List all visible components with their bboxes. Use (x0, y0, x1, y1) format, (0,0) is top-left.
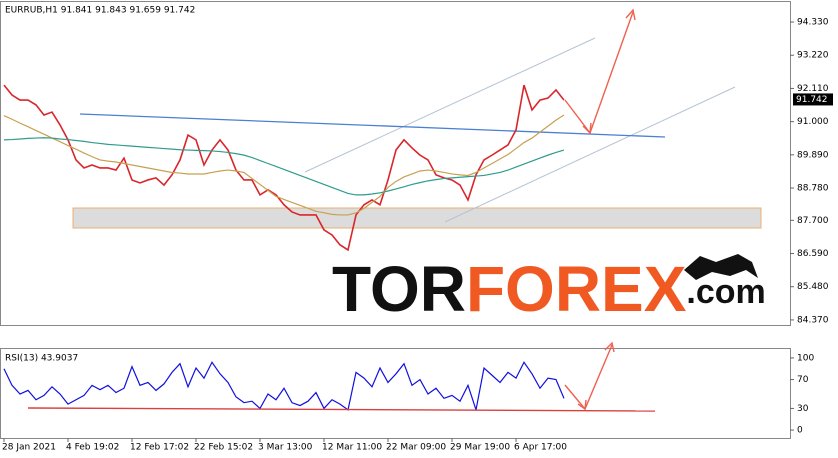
y-tick-label: 30 (797, 404, 809, 414)
x-tick-label: 6 Apr 17:00 (514, 443, 567, 453)
y-tick-label: 86.590 (797, 249, 829, 259)
y-tick-label: 87.700 (797, 216, 829, 226)
series-line (3, 137, 565, 196)
x-tick-label: 22 Mar 09:00 (386, 443, 446, 453)
watermark-tor: TOR (332, 253, 466, 325)
last-price-box (793, 93, 833, 106)
series-line (3, 114, 565, 216)
support-zone (72, 207, 762, 229)
y-tick-label: 93.220 (797, 51, 829, 61)
y-tick-label: 92.110 (797, 84, 829, 94)
watermark: TORFOREX.com (332, 253, 766, 325)
y-tick-label: 91.000 (797, 117, 829, 127)
watermark-forex: FOREX (466, 253, 687, 325)
y-tick-label: 84.370 (797, 315, 829, 325)
main-panel (0, 1, 791, 326)
y-tick-label: 70 (797, 375, 809, 385)
channel-line (444, 86, 736, 223)
y-tick-label: 88.780 (797, 184, 829, 194)
rsi-panel (0, 348, 791, 439)
x-tick-label: 4 Feb 19:02 (66, 443, 119, 453)
x-tick-label: 22 Feb 15:02 (194, 443, 253, 453)
watermark-com: .com (686, 273, 765, 311)
y-tick-label: 94.330 (797, 18, 829, 28)
last-price-label: 91.742 (796, 95, 828, 105)
y-tick-label: 100 (797, 353, 814, 363)
x-tick-label: 12 Mar 11:00 (322, 443, 382, 453)
trend-line (79, 113, 666, 138)
x-tick-label: 28 Jan 2021 (2, 443, 56, 453)
bull-logo (684, 254, 758, 280)
chart-title: EURRUB,H1 91.841 91.843 91.659 91.742 (5, 6, 195, 16)
series-line (3, 361, 565, 411)
x-tick-label: 3 Mar 13:00 (258, 443, 313, 453)
channel-line (304, 37, 596, 173)
x-tick-label: 12 Feb 17:02 (130, 443, 189, 453)
y-tick-label: 0 (797, 426, 803, 436)
marks (3, 84, 565, 411)
forecast-arrows (27, 8, 656, 412)
y-tick-label: 85.480 (797, 282, 829, 292)
x-tick-label: 29 Mar 19:00 (450, 443, 510, 453)
y-tick-label: 89.890 (797, 150, 829, 160)
series-line (3, 84, 565, 252)
rsi-title: RSI(13) 43.9037 (5, 354, 78, 364)
